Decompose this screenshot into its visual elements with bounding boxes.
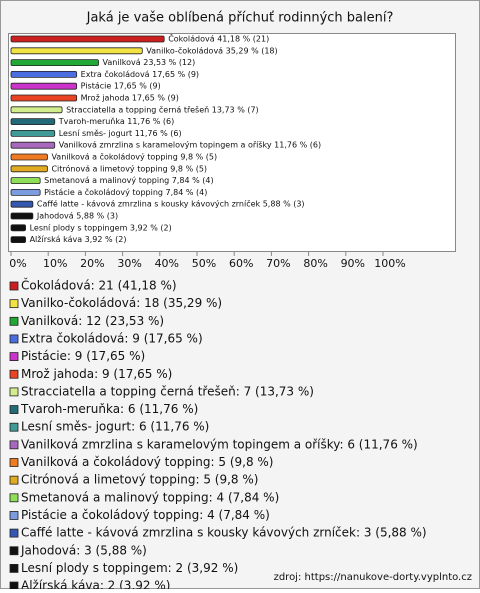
legend-swatch	[9, 281, 19, 291]
value-label: Jahodová 5,88 % (3)	[36, 212, 118, 221]
bar	[10, 59, 99, 66]
x-tick-label: 90%	[341, 257, 365, 270]
source: zdroj: https://nanukove-dorty.vyplnto.cz	[274, 572, 472, 583]
legend-swatch	[9, 405, 19, 414]
legend-label: Citrónová a limetový topping: 5 (9,8 %)	[21, 473, 258, 487]
bar	[10, 165, 48, 173]
legend-label: Vanilková zmrzlina s karamelovým topinge…	[21, 437, 418, 451]
value-label: Caffé latte - kávová zmrzlina s kousky k…	[37, 199, 305, 209]
value-label: Vanilková zmrzlina s karamelovým topinge…	[59, 140, 321, 150]
legend-label: Pistácie: 9 (17,65 %)	[21, 349, 145, 363]
legend-swatch	[9, 440, 19, 450]
legend-label: Smetanová a malinový topping: 4 (7,84 %)	[21, 490, 279, 504]
bar	[10, 129, 56, 137]
value-label: Alžírská káva 3,92 % (2)	[30, 235, 127, 244]
value-label: Citrónová a limetový topping 9,8 % (5)	[51, 163, 207, 173]
legend-label: Jahodová: 3 (5,88 %)	[20, 543, 147, 557]
x-tick-label: 60%	[229, 257, 253, 270]
value-label: Tvaroh-meruňka 11,76 % (6)	[58, 116, 174, 126]
bar	[10, 177, 41, 185]
legend-swatch	[9, 546, 19, 556]
value-label: Extra čokoládová 17,65 % (9)	[81, 69, 199, 79]
legend-label: Alžírská káva: 2 (3,92 %)	[21, 579, 170, 589]
x-tick-label: 50%	[192, 257, 216, 270]
x-tick-label: 100%	[374, 257, 405, 270]
legend-label: Vanilko-čokoládová: 18 (35,29 %)	[21, 296, 222, 310]
legend-label: Lesní směs- jogurt: 6 (11,76 %)	[21, 420, 209, 434]
legend-swatch	[9, 564, 19, 573]
legend-swatch	[9, 334, 19, 344]
x-tick-label: 0%	[9, 257, 26, 270]
legend-swatch	[9, 493, 19, 503]
x-tick-label: 70%	[266, 257, 290, 270]
bar	[10, 212, 34, 220]
value-label: Lesní plody s toppingem 3,92 % (2)	[30, 223, 172, 232]
bar	[10, 200, 34, 208]
bar	[10, 236, 26, 244]
plot-area	[8, 33, 456, 252]
legend-label: Čokoládová: 21 (41,18 %)	[21, 278, 177, 293]
bar	[10, 94, 78, 102]
value-label: Pistácie 17,65 % (9)	[81, 82, 161, 91]
legend-swatch	[9, 387, 19, 397]
value-label: Vanilko-čokoládová 35,29 % (18)	[146, 45, 277, 55]
chart-title: Jaká je vaše oblíbená příchuť rodinných …	[86, 11, 394, 26]
bar	[10, 106, 63, 114]
legend-label: Extra čokoládová: 9 (17,65 %)	[21, 331, 203, 345]
bar	[10, 141, 56, 149]
value-label: Vanilková 23,53 % (12)	[103, 58, 196, 67]
bar	[10, 153, 48, 161]
legend-swatch	[9, 528, 19, 538]
legend-swatch	[9, 299, 19, 309]
legend-swatch	[9, 458, 19, 467]
value-label: Čokoládová 41,18 % (21)	[168, 33, 269, 44]
value-label: Pistácie a čokoládový topping 7,84 % (4)	[44, 187, 207, 197]
value-label: Smetanová a malinový topping 7,84 % (4)	[44, 176, 213, 185]
legend-label: Vanilková: 12 (23,53 %)	[21, 314, 164, 328]
x-tick-label: 40%	[155, 257, 179, 270]
bar	[10, 188, 41, 196]
x-tick-label: 20%	[80, 257, 104, 270]
value-label: Lesní směs- jogurt 11,76 % (6)	[59, 129, 182, 138]
x-tick-label: 10%	[43, 257, 67, 270]
bar	[10, 82, 78, 90]
legend-swatch	[9, 316, 19, 326]
bar	[10, 118, 56, 125]
legend-swatch	[9, 581, 19, 591]
legend-label: Vanilková a čokoládový topping: 5 (9,8 %…	[21, 455, 273, 469]
legend-label: Caffé latte - kávová zmrzlina s kousky k…	[21, 526, 427, 540]
legend-label: Stracciatella a topping černá třešeň: 7 …	[21, 384, 314, 398]
bar	[10, 35, 165, 43]
x-tick-label: 30%	[117, 257, 141, 270]
bar	[10, 47, 143, 55]
legend-swatch	[9, 475, 19, 485]
bar	[10, 224, 26, 232]
legend-label: Pistácie a čokoládový topping: 4 (7,84 %…	[21, 508, 270, 522]
legend-swatch	[9, 352, 19, 362]
legend-swatch	[9, 511, 19, 520]
x-tick-label: 80%	[303, 257, 327, 270]
legend-label: Mrož jahoda: 9 (17,65 %)	[21, 367, 172, 381]
legend-label: Lesní plody s toppingem: 2 (3,92 %)	[21, 561, 238, 575]
legend-swatch	[9, 369, 19, 379]
value-label: Vanilková a čokoládový topping 9,8 % (5)	[51, 152, 217, 162]
value-label: Mrož jahoda 17,65 % (9)	[81, 94, 179, 103]
legend-swatch	[9, 422, 19, 432]
value-label: Stracciatella a topping černá třešeň 13,…	[66, 104, 259, 114]
legend-label: Tvaroh-meruňka: 6 (11,76 %)	[20, 402, 198, 416]
bar	[10, 71, 78, 78]
